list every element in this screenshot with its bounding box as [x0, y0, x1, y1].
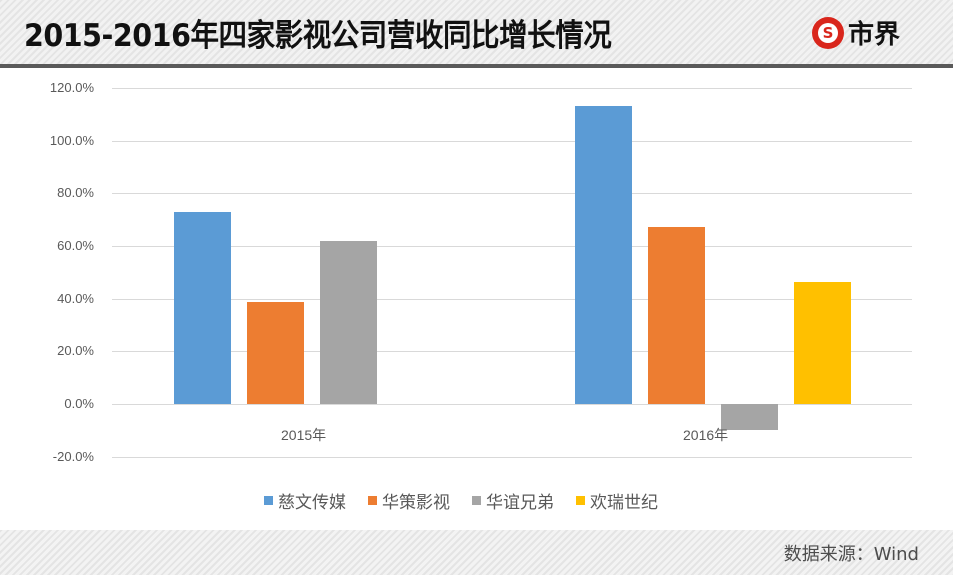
legend-item: 慈文传媒	[264, 488, 346, 513]
chart-title: 2015-2016年四家影视公司营收同比增长情况	[24, 18, 612, 54]
legend-label: 华谊兄弟	[486, 493, 554, 513]
legend-item: 欢瑞世纪	[576, 488, 658, 513]
gridline	[112, 351, 912, 353]
logo-s-icon: S	[812, 16, 844, 49]
header-banner	[0, 0, 953, 64]
y-tick-label: 60.0%	[57, 237, 94, 253]
logo-text: 市界	[848, 20, 901, 50]
legend: 慈文传媒 华策影视 华谊兄弟 欢瑞世纪	[264, 488, 680, 513]
brand-logo: S 市界	[812, 14, 900, 51]
gridline	[112, 193, 912, 195]
bar-华策影视-2016年	[648, 226, 705, 404]
bar-华策影视-2015年	[247, 302, 304, 404]
y-tick-label: 20.0%	[57, 343, 94, 359]
header-divider	[0, 64, 953, 68]
y-tick-label: 40.0%	[57, 290, 94, 306]
legend-swatch-icon	[264, 496, 273, 505]
bar-华谊兄弟-2016年	[721, 404, 778, 431]
bar-欢瑞世纪-2016年	[794, 281, 851, 404]
plot-area: 120.0% 100.0% 80.0% 60.0% 40.0% 20.0% 0.0% -20.…	[0, 68, 953, 530]
gridline	[112, 456, 912, 458]
bar-华谊兄弟-2015年	[320, 240, 377, 404]
gridline	[112, 298, 912, 300]
x-tick-label: 2016年	[683, 427, 729, 443]
legend-label: 欢瑞世纪	[590, 493, 658, 513]
y-tick-label: 100.0%	[49, 132, 94, 148]
gridline	[112, 140, 912, 142]
gridline	[112, 404, 912, 405]
legend-label: 华策影视	[382, 493, 450, 513]
y-tick-label: 120.0%	[49, 79, 94, 95]
legend-swatch-icon	[368, 496, 377, 505]
footer-banner	[0, 530, 953, 575]
legend-item: 华策影视	[368, 488, 450, 513]
bar-慈文传媒-2015年	[174, 211, 231, 404]
bar-慈文传媒-2016年	[575, 105, 632, 404]
legend-swatch-icon	[576, 496, 585, 505]
x-tick-label: 2015年	[281, 427, 327, 443]
gridline	[112, 87, 912, 89]
y-tick-label: 0.0%	[64, 396, 94, 411]
y-tick-label: 80.0%	[57, 185, 94, 201]
gridline	[112, 245, 912, 247]
legend-item: 华谊兄弟	[472, 488, 554, 513]
data-source: 数据来源：Wind	[783, 544, 919, 565]
y-tick-label: -20.0%	[52, 448, 94, 464]
legend-swatch-icon	[472, 496, 481, 505]
legend-label: 慈文传媒	[278, 493, 346, 513]
